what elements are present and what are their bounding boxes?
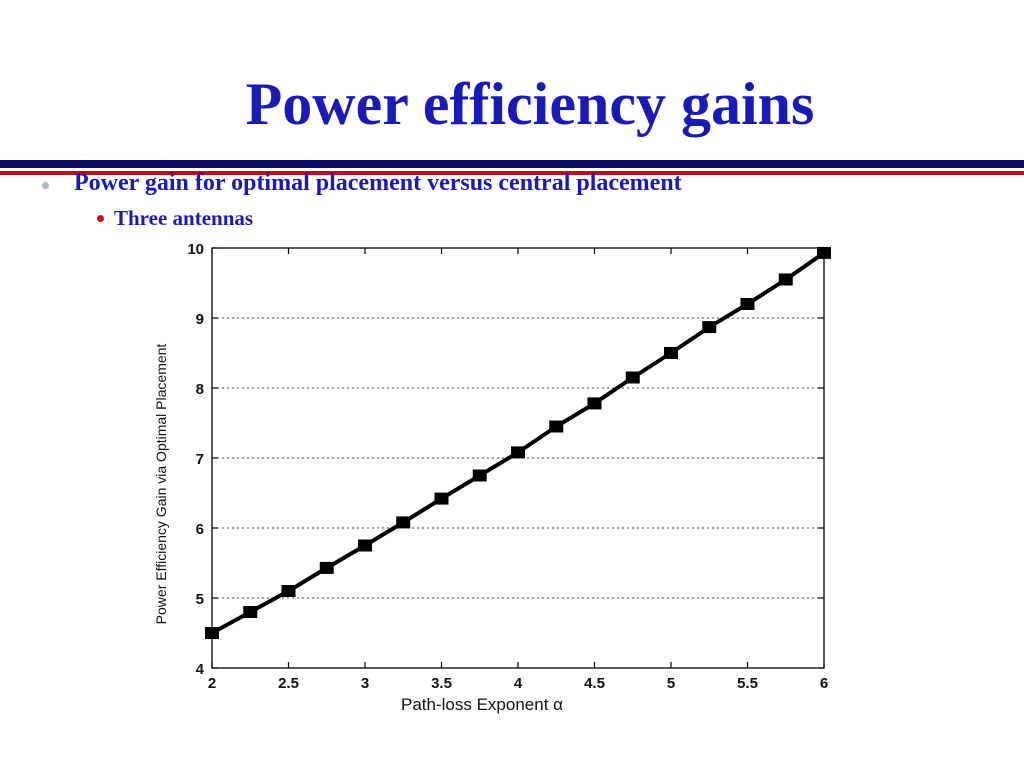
x-tick-label: 5 bbox=[667, 675, 675, 692]
bullet-dot-icon bbox=[42, 182, 49, 189]
y-axis-label: Power Efficiency Gain via Optimal Placem… bbox=[153, 344, 169, 625]
data-point-marker bbox=[702, 321, 717, 334]
x-tick-label: 3.5 bbox=[431, 675, 452, 692]
series-layer bbox=[205, 246, 831, 639]
data-point-marker bbox=[319, 561, 334, 574]
data-point-marker bbox=[205, 627, 219, 639]
data-point-marker bbox=[511, 446, 525, 459]
data-point-marker bbox=[740, 298, 755, 310]
y-tick-label: 5 bbox=[196, 591, 204, 608]
x-tick-label: 4 bbox=[514, 675, 523, 692]
title-rule-red bbox=[0, 171, 1024, 175]
data-point-marker bbox=[587, 397, 602, 410]
title-rule-navy bbox=[0, 160, 1024, 168]
x-tick-label: 3 bbox=[361, 675, 369, 692]
data-point-marker bbox=[358, 539, 372, 552]
chart-background bbox=[140, 230, 880, 725]
x-tick-label: 4.5 bbox=[584, 675, 605, 692]
data-point-marker bbox=[817, 246, 831, 259]
sub-bullet-dot-icon bbox=[97, 215, 104, 222]
x-axis-label: Path-loss Exponent α bbox=[401, 695, 563, 714]
y-tick-label: 10 bbox=[187, 241, 204, 258]
data-point-marker bbox=[281, 585, 296, 597]
slide-title: Power efficiency gains bbox=[245, 71, 815, 137]
y-tick-label: 7 bbox=[196, 451, 204, 468]
data-point-marker bbox=[549, 420, 564, 433]
axis-ticks: 4 5 6 7 8 9 10 2 2.5 3 3.5 4 4.5 5 5.5 6 bbox=[187, 241, 828, 692]
y-tick-label: 9 bbox=[196, 311, 204, 328]
x-tick-label: 5.5 bbox=[737, 675, 758, 692]
data-point-marker bbox=[243, 606, 258, 618]
y-tick-label: 8 bbox=[196, 381, 204, 398]
x-tick-label: 2 bbox=[208, 675, 216, 692]
data-point-marker bbox=[396, 516, 411, 529]
data-point-marker bbox=[625, 371, 640, 384]
data-point-marker bbox=[434, 492, 449, 505]
sub-bullet-item: Three antennas bbox=[114, 206, 254, 230]
title-rule-gap bbox=[0, 168, 1024, 171]
data-point-marker bbox=[778, 273, 793, 286]
chart-figure: 4 5 6 7 8 9 10 2 2.5 3 3.5 4 4.5 5 5.5 6 Path-loss Expo… bbox=[140, 230, 880, 725]
x-tick-label: 2.5 bbox=[278, 675, 299, 692]
data-point-marker bbox=[664, 347, 678, 359]
y-tick-label: 6 bbox=[196, 521, 204, 538]
data-point-marker bbox=[472, 469, 487, 482]
x-tick-label: 6 bbox=[820, 675, 828, 692]
line-chart: 4 5 6 7 8 9 10 2 2.5 3 3.5 4 4.5 5 5.5 6 Path-loss Expo… bbox=[140, 230, 880, 725]
bullet-item: Power gain for optimal placement versus … bbox=[74, 170, 682, 196]
y-tick-label: 4 bbox=[196, 661, 205, 678]
